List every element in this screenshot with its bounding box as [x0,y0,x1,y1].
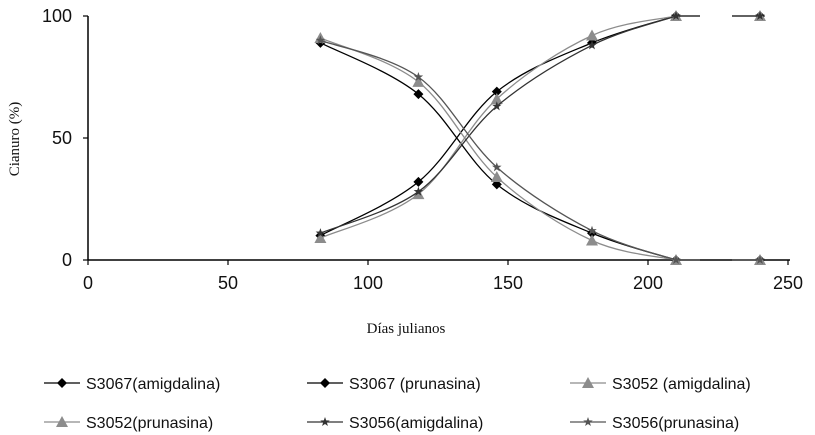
series-1 [315,37,765,265]
data-point [490,92,503,104]
data-point [671,255,681,265]
data-point [413,176,424,187]
data-point [315,35,326,45]
legend-marker [57,378,67,388]
legend-marker [320,417,330,427]
data-point [586,29,598,41]
legend-item: S3056(prunasina) [570,415,739,432]
legend-marker [582,377,594,388]
data-point [755,255,765,265]
y-tick-label: 50 [52,128,72,148]
series-5 [315,35,765,265]
data-point [587,225,597,235]
y-axis-title: Cianuro (%) [7,102,23,177]
data-point [413,72,424,82]
data-point [490,171,503,183]
legend-label: S3067 (prunasina) [349,376,481,393]
legend-item: S3052(prunasina) [44,415,213,432]
data-point [491,86,502,97]
series-4 [315,11,765,238]
legend-item: S3067(amigdalina) [44,376,220,393]
data-point [492,162,502,172]
legend-item: S3056(amigdalina) [307,415,483,432]
data-point [413,89,424,100]
legend-label: S3067(amigdalina) [86,376,220,393]
legend-marker [320,378,330,388]
data-point [586,234,598,246]
legend-label: S3056(amigdalina) [349,415,483,432]
x-tick-label: 50 [218,273,238,293]
series-line [320,42,677,261]
legend-marker [583,417,593,427]
series-line [320,15,677,239]
x-tick-label: 200 [633,273,663,293]
data-point [755,11,765,21]
x-tick-label: 150 [493,273,523,293]
data-point [315,228,326,238]
legend-label: S3052 (amigdalina) [612,376,751,393]
series-3 [314,31,766,265]
x-tick-label: 0 [83,273,93,293]
data-point [492,101,502,111]
series-line [320,15,677,237]
series-line [320,15,677,234]
series-line [320,39,677,261]
series-2 [314,10,766,244]
legend-item: S3052 (amigdalina) [570,376,751,393]
x-tick-label: 100 [353,273,383,293]
x-tick-label: 250 [773,273,803,293]
series-0 [315,11,765,241]
legend-marker [56,416,68,427]
series-line [320,37,677,261]
legend-item: S3067 (prunasina) [307,376,481,393]
x-axis-title: Días julianos [367,321,446,337]
data-point [413,186,424,196]
y-tick-label: 0 [62,250,72,270]
legend-label: S3052(prunasina) [86,415,213,432]
legend: S3067(amigdalina) S3067 (prunasina) S3052 … [44,376,751,432]
ticks: 0 50 100 150 200 250 0 50 100 [42,6,803,293]
y-tick-label: 100 [42,6,72,26]
data-point [671,11,681,21]
data-point [587,40,597,50]
data-point [412,75,425,87]
series-layer [314,10,766,265]
legend-label: S3056(prunasina) [612,415,739,432]
data-point [314,232,327,244]
axes [87,16,790,261]
